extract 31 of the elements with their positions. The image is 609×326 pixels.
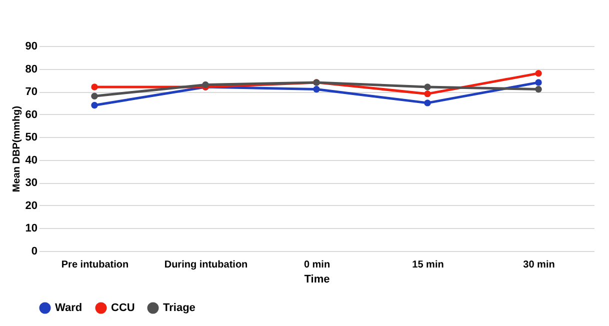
y-tick-label: 20 — [25, 200, 38, 212]
legend-label: Triage — [163, 302, 196, 314]
point — [535, 79, 542, 86]
point — [424, 100, 431, 106]
x-tick-label: During intubation — [164, 260, 248, 270]
y-tick-label: 0 — [31, 246, 38, 258]
y-tick-label: 60 — [25, 108, 38, 121]
y-tick-label: 30 — [25, 177, 38, 190]
y-tick-label: 50 — [25, 132, 38, 144]
y-tick-label: 90 — [25, 40, 38, 52]
x-tick-label: 15 min — [412, 260, 444, 270]
legend-label: CCU — [111, 302, 135, 314]
x-tick-label: Pre intubation — [61, 260, 129, 270]
y-tick-label: 40 — [25, 154, 38, 166]
point — [313, 86, 320, 93]
point — [424, 90, 431, 98]
x-tick-label: 30 min — [523, 260, 555, 270]
point — [91, 92, 98, 100]
x-axis-title: Time — [304, 274, 330, 286]
y-axis-title: Mean DBP(mmhg) — [11, 106, 22, 192]
legend-label: Ward — [55, 302, 82, 314]
point — [91, 102, 98, 109]
point — [535, 86, 542, 93]
point — [91, 84, 98, 90]
y-tick-label: 10 — [25, 222, 38, 235]
x-tick-label: 0 min — [304, 260, 330, 270]
point — [202, 81, 209, 88]
y-tick-label: 80 — [25, 63, 38, 76]
point — [535, 70, 542, 77]
point — [424, 84, 431, 90]
y-tick-label: 70 — [25, 86, 38, 98]
